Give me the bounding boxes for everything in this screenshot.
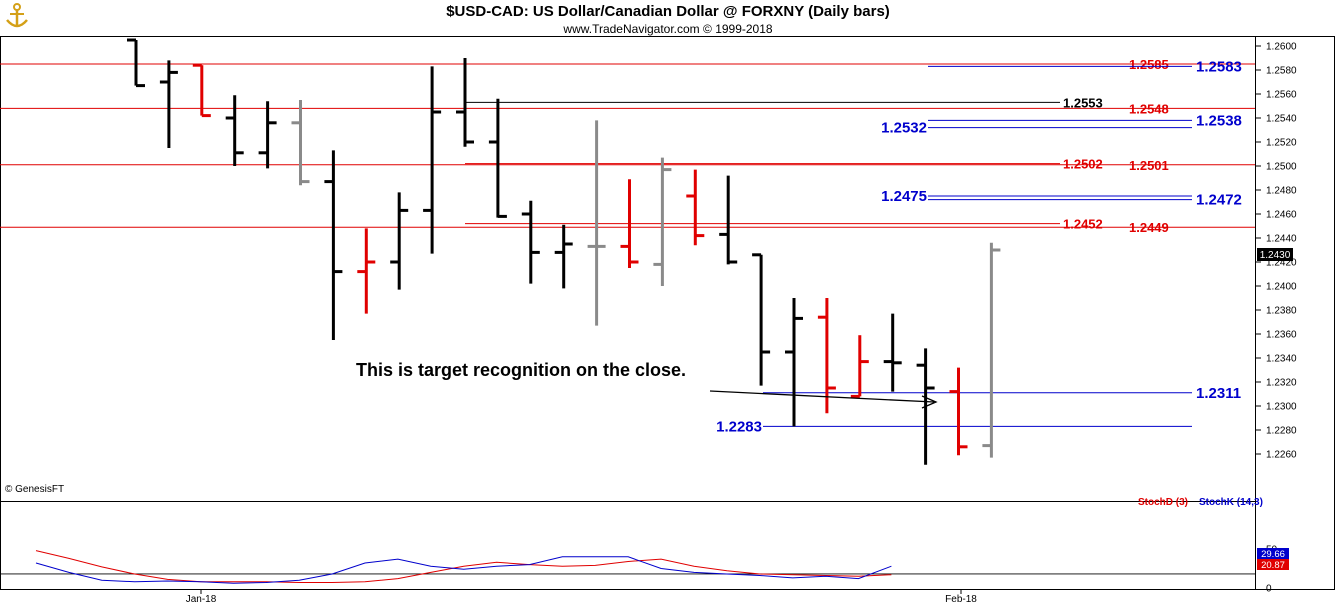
level-label: 1.2502 [1063,157,1103,172]
level-label: 1.2585 [1129,57,1169,72]
level-label: 1.2452 [1063,217,1103,232]
ohlc-bar [488,98,507,218]
annotation-text: This is target recognition on the close. [356,360,686,380]
price-tick-label: 1.2480 [1266,186,1297,197]
price-tick-label: 1.2260 [1266,450,1297,461]
level-label: 1.2548 [1129,101,1169,116]
level-label: 1.2553 [1063,95,1103,110]
time-tick-label: Jan-18 [186,594,217,605]
ohlc-bar [554,224,573,289]
ohlc-bar [390,192,409,290]
current-price-tag [1257,248,1293,261]
price-tick-label: 1.2600 [1266,42,1297,53]
stochk-value-tag [1257,548,1289,559]
price-tick-label: 1.2420 [1266,258,1297,269]
watermark: © GenesisFT [5,484,64,495]
annotation-arrow-icon [709,390,938,409]
ohlc-bar [883,313,902,392]
ohlc-bar [423,66,442,254]
price-tick-label: 1.2560 [1266,90,1297,101]
ohlc-bar [456,58,474,147]
stochd-value-tag [1257,559,1289,570]
ohlc-bar [258,101,277,169]
ohlc-bar [653,157,672,286]
anchor-logo-icon [4,2,30,32]
ohlc-bar [159,60,178,148]
price-axis: 1.2260 1.2280 1.2300 1.2320 1.2340 1.2360 1.23… [1255,42,1297,461]
price-tick-label: 1.2500 [1266,162,1297,173]
level-label: 1.2472 [1196,192,1242,209]
level-label: 1.2475 [881,188,927,205]
price-tick-label: 1.2300 [1266,402,1297,413]
ohlc-bar [817,298,836,414]
level-label: 1.2449 [1129,220,1169,235]
chart-title: $USD-CAD: US Dollar/Canadian Dollar @ FO… [446,3,890,20]
ohlc-bar [324,150,343,340]
ohlc-bar [686,169,705,246]
osc-tick-label: 0 [1266,584,1272,595]
level-label: 1.2532 [881,120,927,137]
price-tick-label: 1.2440 [1266,234,1297,245]
price-tick-label: 1.2520 [1266,138,1297,149]
right-axis-frame [1255,36,1335,590]
ohlc-bar [587,120,606,326]
ohlc-bar [521,200,540,284]
stochk-line [35,556,892,584]
chart-subtitle: www.TradeNavigator.com © 1999-2018 [562,22,772,36]
ohlc-bar [719,175,738,265]
ohlc-bar [291,100,310,186]
current-price-label: 1.2430 [1260,250,1291,261]
stochd-line [35,550,892,583]
price-tick-label: 1.2400 [1266,282,1297,293]
level-label: 1.2538 [1196,112,1242,129]
legend-stochd: StochD (3) [1138,497,1188,508]
time-axis: Jan-18 Feb-18 [186,589,977,605]
legend-stochk: StochK (14,3) [1199,497,1263,508]
stochd-value: 20.87 [1261,560,1285,571]
price-tick-label: 1.2380 [1266,306,1297,317]
price-tick-label: 1.2280 [1266,426,1297,437]
stochk-value: 29.66 [1261,549,1285,560]
price-level-lines: 1.2585 1.2583 1.2553 1.2548 1.2538 1.2532 1.25… [0,57,1255,435]
price-tick-label: 1.2460 [1266,210,1297,221]
level-label: 1.2283 [716,418,762,435]
ohlc-bar [192,63,211,118]
level-label: 1.2311 [1196,385,1241,402]
ohlc-bar [785,298,803,427]
ohlc-bar [225,95,244,166]
price-tick-label: 1.2360 [1266,330,1297,341]
ohlc-bar [127,38,145,88]
price-tick-label: 1.2320 [1266,378,1297,389]
ohlc-bar [850,335,869,398]
ohlc-bar [949,367,968,456]
ohlc-bar [357,228,376,314]
level-label: 1.2583 [1196,58,1242,75]
price-tick-label: 1.2340 [1266,354,1297,365]
price-tick-label: 1.2540 [1266,114,1297,125]
time-tick-label: Feb-18 [945,594,977,605]
level-label: 1.2501 [1129,158,1169,173]
ohlc-bar [752,253,771,386]
ohlc-bar [620,179,639,268]
ohlc-bar [982,242,1001,458]
price-tick-label: 1.2580 [1266,66,1297,77]
